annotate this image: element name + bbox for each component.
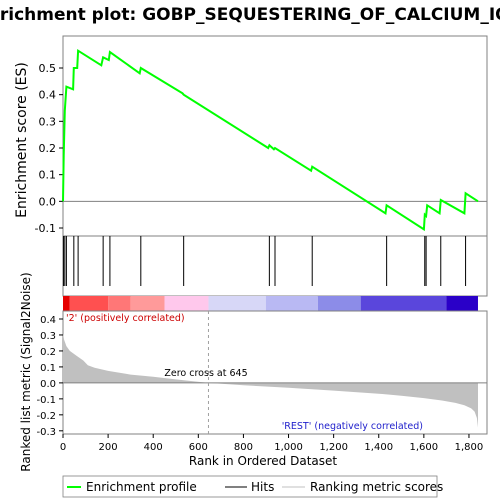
rank-bar-segment <box>63 296 70 311</box>
es-panel-frame <box>62 35 488 237</box>
x-tick-label: 1,600 <box>410 442 439 453</box>
es-y-tick-label: -0.1 <box>35 222 56 235</box>
es-y-tick-label: 0.5 <box>39 62 57 75</box>
es-y-tick-label: 0.2 <box>39 142 57 155</box>
legend-label-enrichment-profile: Enrichment profile <box>86 480 197 494</box>
metric-y-tick-label: 0.1 <box>40 363 56 374</box>
x-tick-label: 400 <box>144 442 163 453</box>
x-tick-label: 600 <box>189 442 208 453</box>
es-y-tick-label: 0.1 <box>39 169 57 182</box>
rank-bar-segment <box>208 296 266 311</box>
metric-y-tick-label: 0.3 <box>40 331 56 342</box>
x-tick-label: 1,800 <box>455 442 484 453</box>
rank-bar-segment <box>130 296 165 311</box>
metric-panel: -0.3 -0.2 -0.1 0.0 0.1 0.2 0.3 0.4 '2' (positiv… <box>19 272 488 472</box>
enrichment-profile-line <box>62 48 479 232</box>
rank-bar-segment <box>265 296 318 311</box>
ranking-metric-area <box>63 333 478 428</box>
legend-box <box>62 475 438 498</box>
es-y-tick-label: 0.4 <box>39 89 57 102</box>
hit-marks <box>62 236 467 286</box>
rank-bar-segment <box>446 296 478 311</box>
rank-color-bar <box>63 296 478 311</box>
rank-bar-segment <box>360 296 447 311</box>
rank-bar-segment <box>108 296 131 311</box>
es-ylabel: Enrichment score (ES) <box>14 62 30 218</box>
legend-label-hits: Hits <box>251 480 274 494</box>
x-tick-label: 1,400 <box>364 442 393 453</box>
x-tick-label: 1,200 <box>319 442 348 453</box>
rank-bar-segment <box>317 296 361 311</box>
metric-y-tick-label: 0.0 <box>40 379 56 390</box>
zero-cross-label: Zero cross at 645 <box>164 368 247 379</box>
metric-panel-frame <box>62 310 488 435</box>
x-axis-label: Rank in Ordered Dataset <box>189 454 337 468</box>
neg-correlated-label: 'REST' (negatively correlated) <box>282 421 423 432</box>
x-tick-label: 0 <box>60 442 66 453</box>
es-y-tick-label: 0.0 <box>39 195 57 208</box>
chart-title: Enrichment plot: GOBP_SEQUESTERING_OF_CA… <box>0 5 500 25</box>
metric-y-tick-label: 0.4 <box>40 315 56 326</box>
x-tick-label: 1,000 <box>274 442 303 453</box>
x-tick-label: 200 <box>99 442 118 453</box>
es-panel: -0.1 0.0 0.1 0.2 0.3 0.4 0.5 Enrichment score … <box>14 35 488 237</box>
metric-ylabel: Ranked list metric (Signal2Noise) <box>19 272 33 471</box>
es-y-ticks: -0.1 0.0 0.1 0.2 0.3 0.4 0.5 <box>35 62 63 235</box>
x-axis-ticks: 0 200 400 600 800 1,000 1,200 1,400 1,600 1,800 <box>60 434 483 453</box>
es-y-tick-label: 0.3 <box>39 115 57 128</box>
metric-y-ticks: -0.3 -0.2 -0.1 0.0 0.1 0.2 0.3 0.4 <box>36 315 63 438</box>
metric-y-tick-label: -0.1 <box>36 395 56 406</box>
legend: Enrichment profile Hits Ranking metric sco… <box>62 475 443 498</box>
rank-bar-segment <box>164 296 209 311</box>
metric-y-tick-label: 0.2 <box>40 347 56 358</box>
legend-label-ranking-metric: Ranking metric scores <box>310 480 443 494</box>
rank-bar-segment <box>69 296 109 311</box>
hits-panel <box>62 235 488 311</box>
pos-correlated-label: '2' (positively correlated) <box>66 313 185 324</box>
metric-y-tick-label: -0.2 <box>36 411 56 422</box>
x-tick-label: 800 <box>234 442 253 453</box>
metric-y-tick-label: -0.3 <box>36 427 56 438</box>
